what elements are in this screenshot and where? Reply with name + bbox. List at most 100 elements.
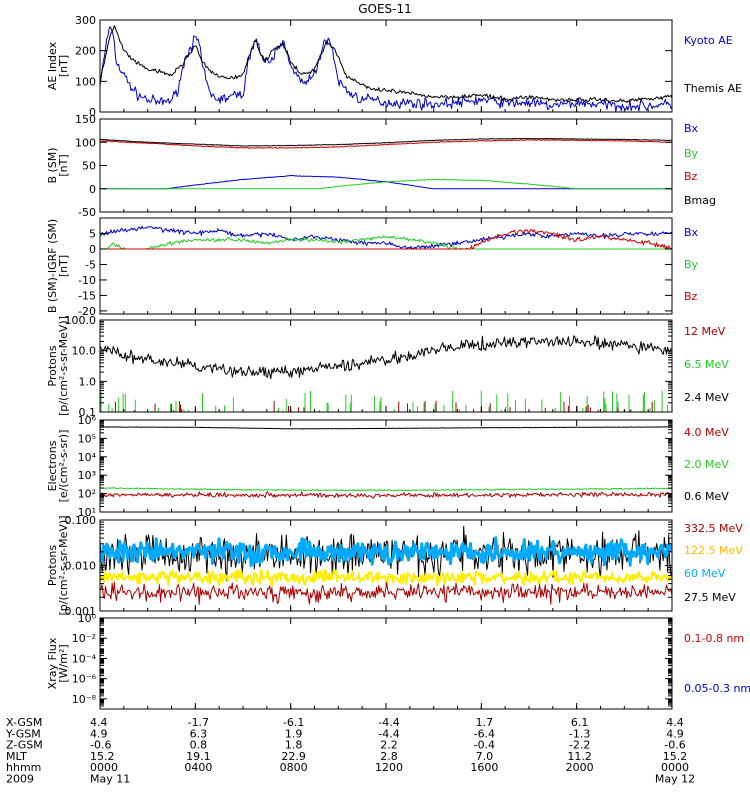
y-axis-label: B (SM)-IGRF (SM)[nT] bbox=[46, 219, 70, 313]
y-axis-label: Electrons[e/(cm²-s-sr)] bbox=[46, 430, 70, 503]
ephemeris-value: -1.3 bbox=[569, 727, 590, 740]
ephemeris-value: 19.1 bbox=[186, 750, 211, 763]
ephemeris-value: May 12 bbox=[655, 773, 695, 786]
y-axis-label: Xray Flux[W/m²] bbox=[46, 637, 70, 689]
ephemeris-value: 2000 bbox=[566, 761, 594, 774]
series-60-mev bbox=[100, 536, 672, 568]
y-tick-label: 10⁻⁸ bbox=[72, 693, 97, 706]
ephemeris-value: 2.2 bbox=[380, 739, 398, 752]
ephemeris-value: 4.9 bbox=[666, 727, 684, 740]
y-tick-label: 0.100 bbox=[65, 514, 97, 527]
series-0-6-mev bbox=[100, 426, 672, 430]
ephemeris-value: -0.6 bbox=[664, 739, 685, 752]
ephemeris-value: 6.1 bbox=[571, 716, 589, 729]
ephemeris-value: 7.0 bbox=[476, 750, 494, 763]
ephemeris-value: 1.9 bbox=[285, 727, 303, 740]
ephemeris-value: 1.7 bbox=[476, 716, 494, 729]
legend-entry: 4.0 MeV bbox=[684, 426, 729, 439]
ephemeris-value: -6.1 bbox=[283, 716, 304, 729]
y-tick-label: 0 bbox=[89, 106, 96, 119]
y-tick-label: 200 bbox=[75, 45, 96, 58]
y-tick-label: -20 bbox=[78, 305, 96, 318]
panel-frame bbox=[99, 419, 673, 513]
series-by bbox=[100, 178, 672, 190]
panel-frame bbox=[99, 118, 673, 213]
ephemeris-value: -6.4 bbox=[474, 727, 495, 740]
legend-entry: 2.0 MeV bbox=[684, 458, 729, 471]
series-332-5-mev bbox=[100, 581, 672, 605]
y-tick-label: 5 bbox=[89, 227, 96, 240]
ephemeris-row-label: MLT bbox=[6, 750, 27, 763]
ephemeris-value: -2.2 bbox=[569, 739, 590, 752]
y-tick-label: 10⁶ bbox=[78, 414, 97, 427]
ephemeris-value: 1600 bbox=[470, 761, 498, 774]
panel-frame bbox=[99, 319, 673, 413]
ephemeris-value: 2.8 bbox=[380, 750, 398, 763]
legend-entry: Bx bbox=[684, 226, 699, 239]
series-6-5-mev bbox=[100, 390, 669, 412]
legend-entry: Themis AE bbox=[683, 82, 742, 95]
panel-frame bbox=[99, 19, 673, 113]
y-tick-label: 10⁰ bbox=[78, 612, 97, 625]
series-kyoto-ae bbox=[100, 26, 672, 112]
ephemeris-value: -4.4 bbox=[378, 716, 399, 729]
panel-bsm: -50 0 50 100 150 B (SM)[nT] Bx By Bz Bmag bbox=[46, 113, 716, 219]
ephemeris-value: 0400 bbox=[184, 761, 212, 774]
ephemeris-value: -0.6 bbox=[90, 739, 111, 752]
y-tick-label: 10¹ bbox=[78, 506, 96, 519]
ephemeris-value: -1.7 bbox=[188, 716, 209, 729]
y-tick-label: 10² bbox=[78, 488, 96, 501]
ephemeris-value: 15.2 bbox=[90, 750, 115, 763]
y-tick-label: 10⁵ bbox=[78, 432, 96, 445]
y-axis-label: Protons[p/(cm²-s-sr-MeV)] bbox=[46, 316, 70, 416]
legend-entry: 2.4 MeV bbox=[684, 391, 729, 404]
panel-frame bbox=[99, 617, 673, 710]
y-axis-label: B (SM)[nT] bbox=[46, 147, 70, 183]
y-tick-label: -15 bbox=[78, 289, 96, 302]
ephemeris-value: 1200 bbox=[375, 761, 403, 774]
ephemeris-value: May 11 bbox=[90, 773, 130, 786]
ephemeris-row-label: X-GSM bbox=[6, 716, 42, 729]
ephemeris-value: 11.2 bbox=[567, 750, 592, 763]
y-axis-label: Protons[p/(cm²-s-sr-MeV)] bbox=[46, 516, 70, 616]
legend-entry: Bz bbox=[684, 170, 698, 183]
ephemeris-value: -4.4 bbox=[378, 727, 399, 740]
ephemeris-table: X-GSM 4.4 -1.7 -6.1 -4.4 1.7 6.1 4.4 Y-GSM 4.9 6.3… bbox=[5, 716, 695, 786]
y-tick-label: -50 bbox=[78, 206, 96, 219]
y-tick-label: 10³ bbox=[78, 469, 96, 482]
legend-entry: Bx bbox=[684, 122, 699, 135]
series-themis-ae bbox=[100, 25, 672, 104]
legend-entry: 122.5 MeV bbox=[684, 544, 743, 557]
legend-entry: 0.05-0.3 nm bbox=[684, 682, 750, 695]
panels: 0 100 200 300 AE Index[nT] Kyoto AE Themis AE -… bbox=[46, 14, 750, 710]
panel-protons-high: 0.001 0.010 0.100Protons[p/(cm²-s-sr-MeV)]… bbox=[46, 514, 743, 618]
ephemeris-value: 22.9 bbox=[281, 750, 306, 763]
series-122-5-mev bbox=[100, 568, 672, 588]
series-bz bbox=[100, 139, 672, 149]
ephemeris-value: 6.3 bbox=[190, 727, 208, 740]
legend-entry: Kyoto AE bbox=[684, 34, 733, 47]
ephemeris-value: 4.4 bbox=[666, 716, 684, 729]
legend-entry: 6.5 MeV bbox=[684, 358, 729, 371]
y-tick-label: 10⁻⁴ bbox=[72, 652, 97, 665]
y-tick-label: 0 bbox=[89, 243, 96, 256]
series-bx bbox=[100, 225, 672, 250]
ephemeris-value: 0000 bbox=[661, 761, 689, 774]
y-axis-label: AE Index[nT] bbox=[46, 41, 70, 90]
y-tick-label: 50 bbox=[82, 160, 96, 173]
ephemeris-value: 0000 bbox=[90, 761, 118, 774]
series-bz bbox=[100, 229, 672, 250]
legend-entry: 332.5 MeV bbox=[684, 522, 743, 535]
y-tick-label: 100 bbox=[75, 75, 96, 88]
y-tick-label: -5 bbox=[85, 258, 96, 271]
legend-entry: 0.6 MeV bbox=[684, 490, 729, 503]
legend-entry: Bmag bbox=[684, 194, 716, 207]
panel-bdiff: -20 -15 -10 -5 0 5 B (SM)-IGRF (SM)[nT] Bx By Bz bbox=[46, 217, 699, 318]
y-tick-label: 10⁻² bbox=[72, 632, 96, 645]
legend-entry: 12 MeV bbox=[684, 325, 726, 338]
ephemeris-value: 0800 bbox=[280, 761, 308, 774]
y-tick-label: 0.010 bbox=[65, 560, 97, 573]
ephemeris-row-label: 2009 bbox=[6, 773, 34, 786]
legend-entry: By bbox=[684, 147, 699, 160]
